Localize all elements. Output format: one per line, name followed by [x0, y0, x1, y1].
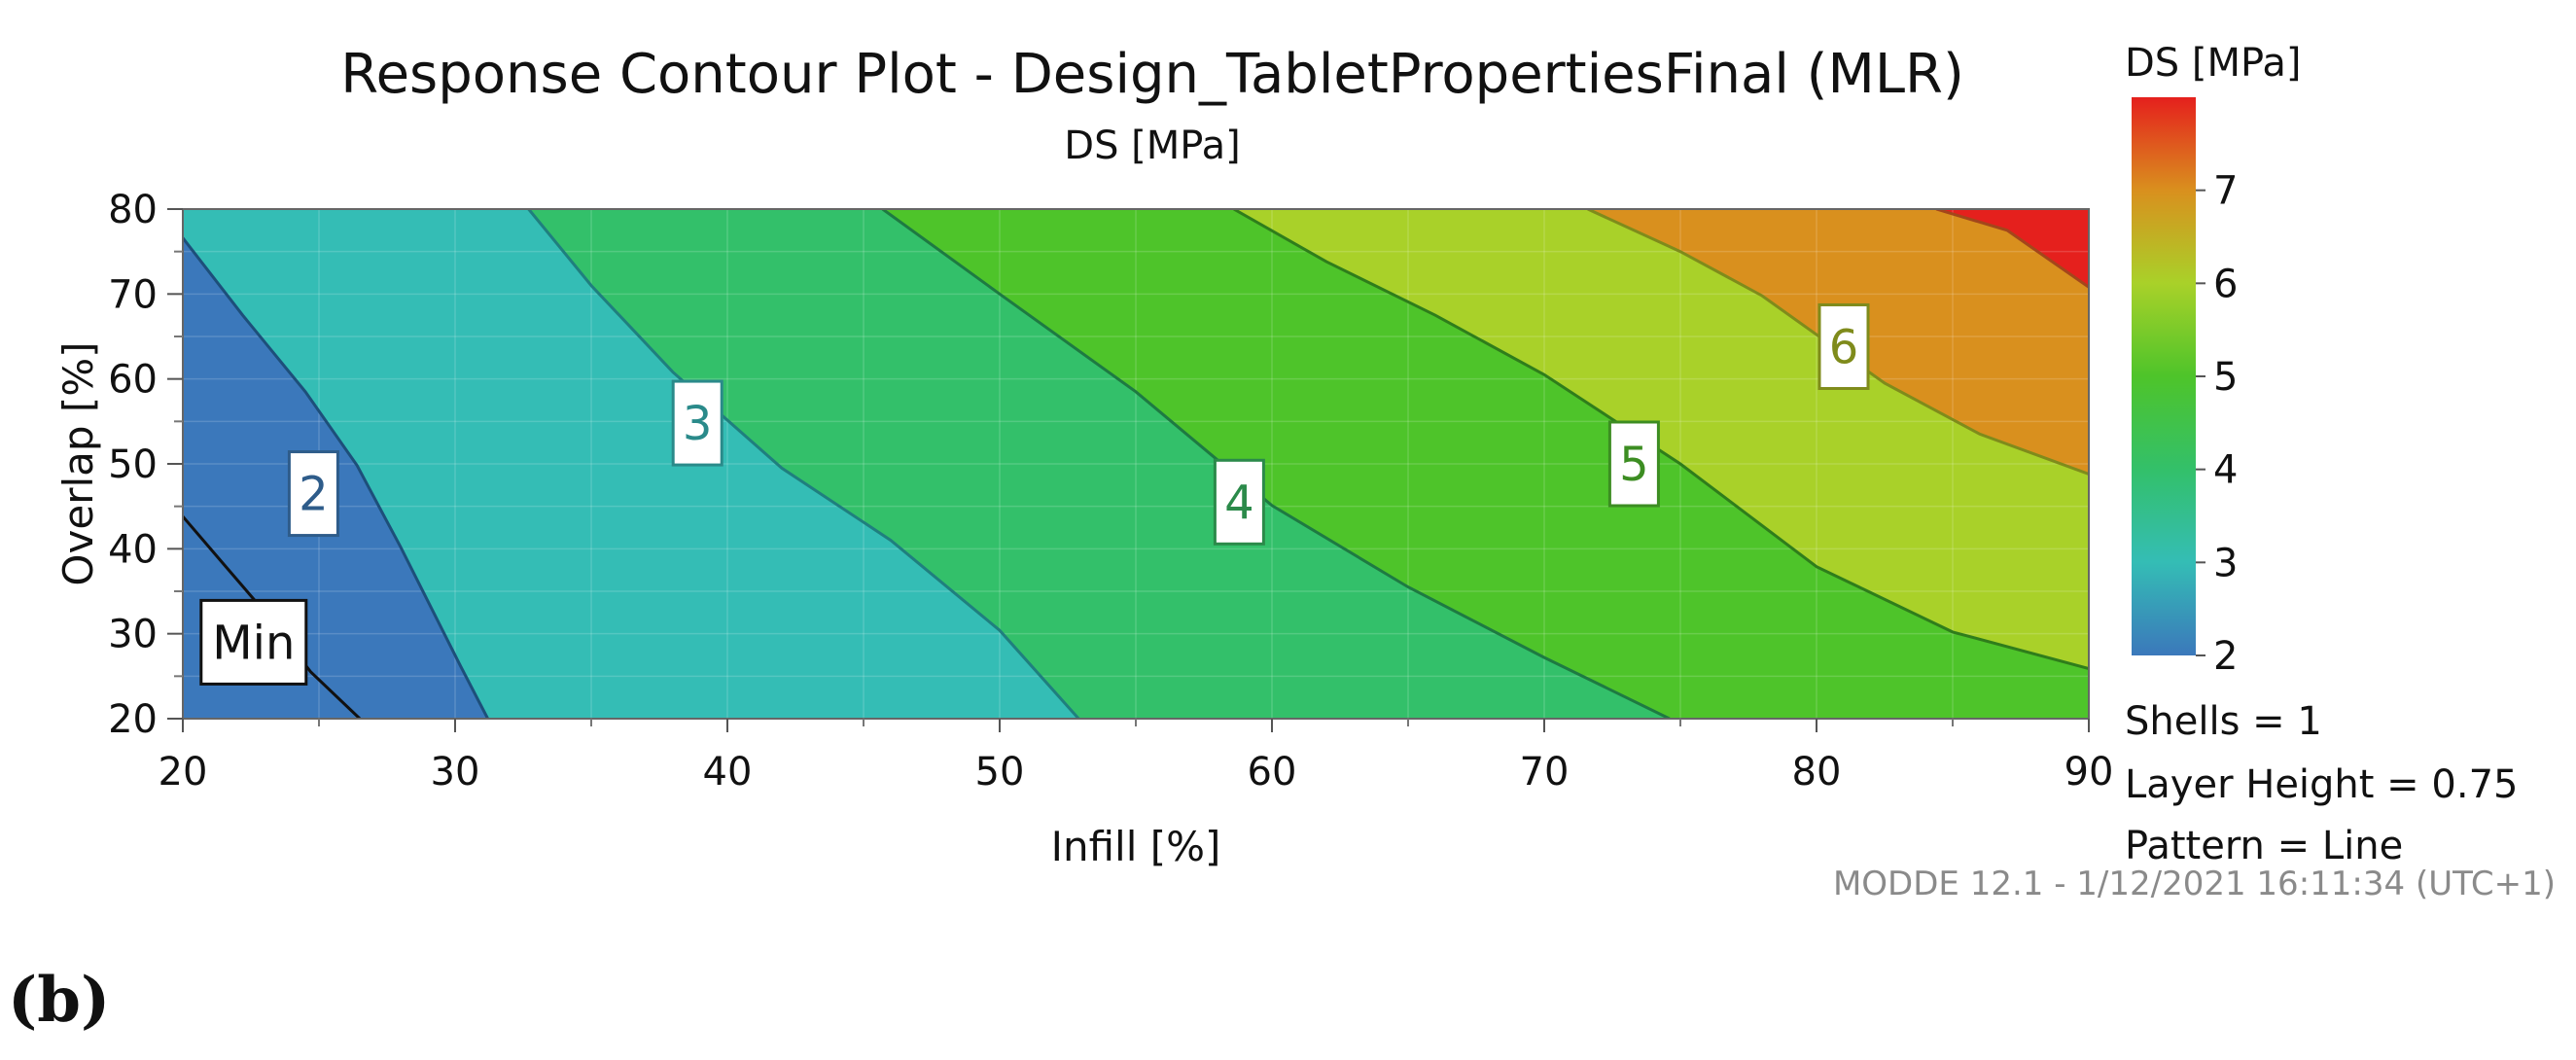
y-tick-label: 60 [108, 358, 158, 403]
contour-line-2 [183, 236, 489, 719]
contour-region-7 [1936, 209, 2089, 288]
condition-pattern: Pattern = Line [2125, 824, 2403, 868]
x-tick-label: 40 [703, 750, 753, 795]
x-tick-label: 20 [159, 750, 208, 795]
plot-area: Min 2 3 4 5 6 [182, 208, 2090, 720]
software-stamp: MODDE 12.1 - 1/12/2021 16:11:34 (UTC+1) [1833, 865, 2556, 903]
x-tick-label: 60 [1248, 750, 1297, 795]
contour-line-5 [1233, 209, 2089, 670]
colorbar-tick-label: 4 [2213, 448, 2238, 493]
x-tick-label: 50 [975, 750, 1025, 795]
y-axis-label: Overlap [%] [54, 341, 102, 585]
contour-line-3 [527, 209, 1080, 719]
x-tick-label: 90 [2064, 750, 2114, 795]
gridlines [183, 209, 2089, 719]
y-tick-label: 80 [108, 188, 158, 232]
x-tick-label: 70 [1520, 750, 1570, 795]
contour-label-6: 6 [1829, 320, 1859, 374]
y-axis: 20 30 40 50 60 70 80 [108, 188, 183, 742]
y-tick-label: 50 [108, 442, 158, 487]
colorbar-ticks: 2 3 4 5 6 7 [2196, 169, 2238, 679]
colorbar-tick-label: 5 [2213, 355, 2238, 400]
contour-label-box-3 [671, 379, 723, 467]
colorbar-title: DS [MPa] [2125, 41, 2301, 86]
contour-label-box-6 [1817, 302, 1870, 390]
contour-line-7 [1935, 209, 2089, 289]
chart-title: Response Contour Plot - Design_TabletPro… [340, 43, 1964, 106]
x-tick-label: 80 [1792, 750, 1842, 795]
colorbar-bar [2132, 97, 2196, 655]
contour-label-3: 3 [683, 397, 713, 451]
panel-label: (b) [8, 964, 110, 1037]
contour-label-box-5 [1607, 420, 1660, 508]
x-tick-label: 30 [431, 750, 480, 795]
y-tick-label: 70 [108, 272, 158, 317]
contour-regions [183, 209, 2089, 719]
colorbar-tick-label: 7 [2213, 169, 2238, 214]
contour-label-Min: Min [212, 616, 295, 670]
y-tick-label: 30 [108, 613, 158, 657]
colorbar: DS [MPa] 2 3 4 5 6 7 [2125, 41, 2301, 679]
colorbar-tick-label: 6 [2213, 262, 2238, 306]
contour-label-box-4 [1213, 458, 1265, 546]
colorbar-tick-label: 2 [2213, 634, 2238, 679]
contour-label-5: 5 [1619, 438, 1649, 492]
y-tick-label: 40 [108, 527, 158, 572]
x-axis-label: Infill [%] [1051, 823, 1221, 870]
contour-label-box-Min [199, 598, 308, 686]
contour-label-box-2 [287, 450, 339, 538]
condition-layer-height: Layer Height = 0.75 [2125, 762, 2518, 807]
condition-shells: Shells = 1 [2125, 699, 2322, 744]
contour-label-2: 2 [299, 468, 329, 522]
contour-line-4 [881, 209, 1671, 719]
contour-label-4: 4 [1224, 476, 1254, 530]
y-tick-label: 20 [108, 697, 158, 742]
contour-labels: Min 2 3 4 5 6 [199, 302, 1870, 686]
x-axis: 20 30 40 50 60 70 80 90 [159, 719, 2114, 795]
chart-subtitle: DS [MPa] [1064, 124, 1240, 168]
condition-labels: Shells = 1 Layer Height = 0.75 Pattern =… [2125, 699, 2518, 868]
colorbar-tick-label: 3 [2213, 541, 2238, 585]
